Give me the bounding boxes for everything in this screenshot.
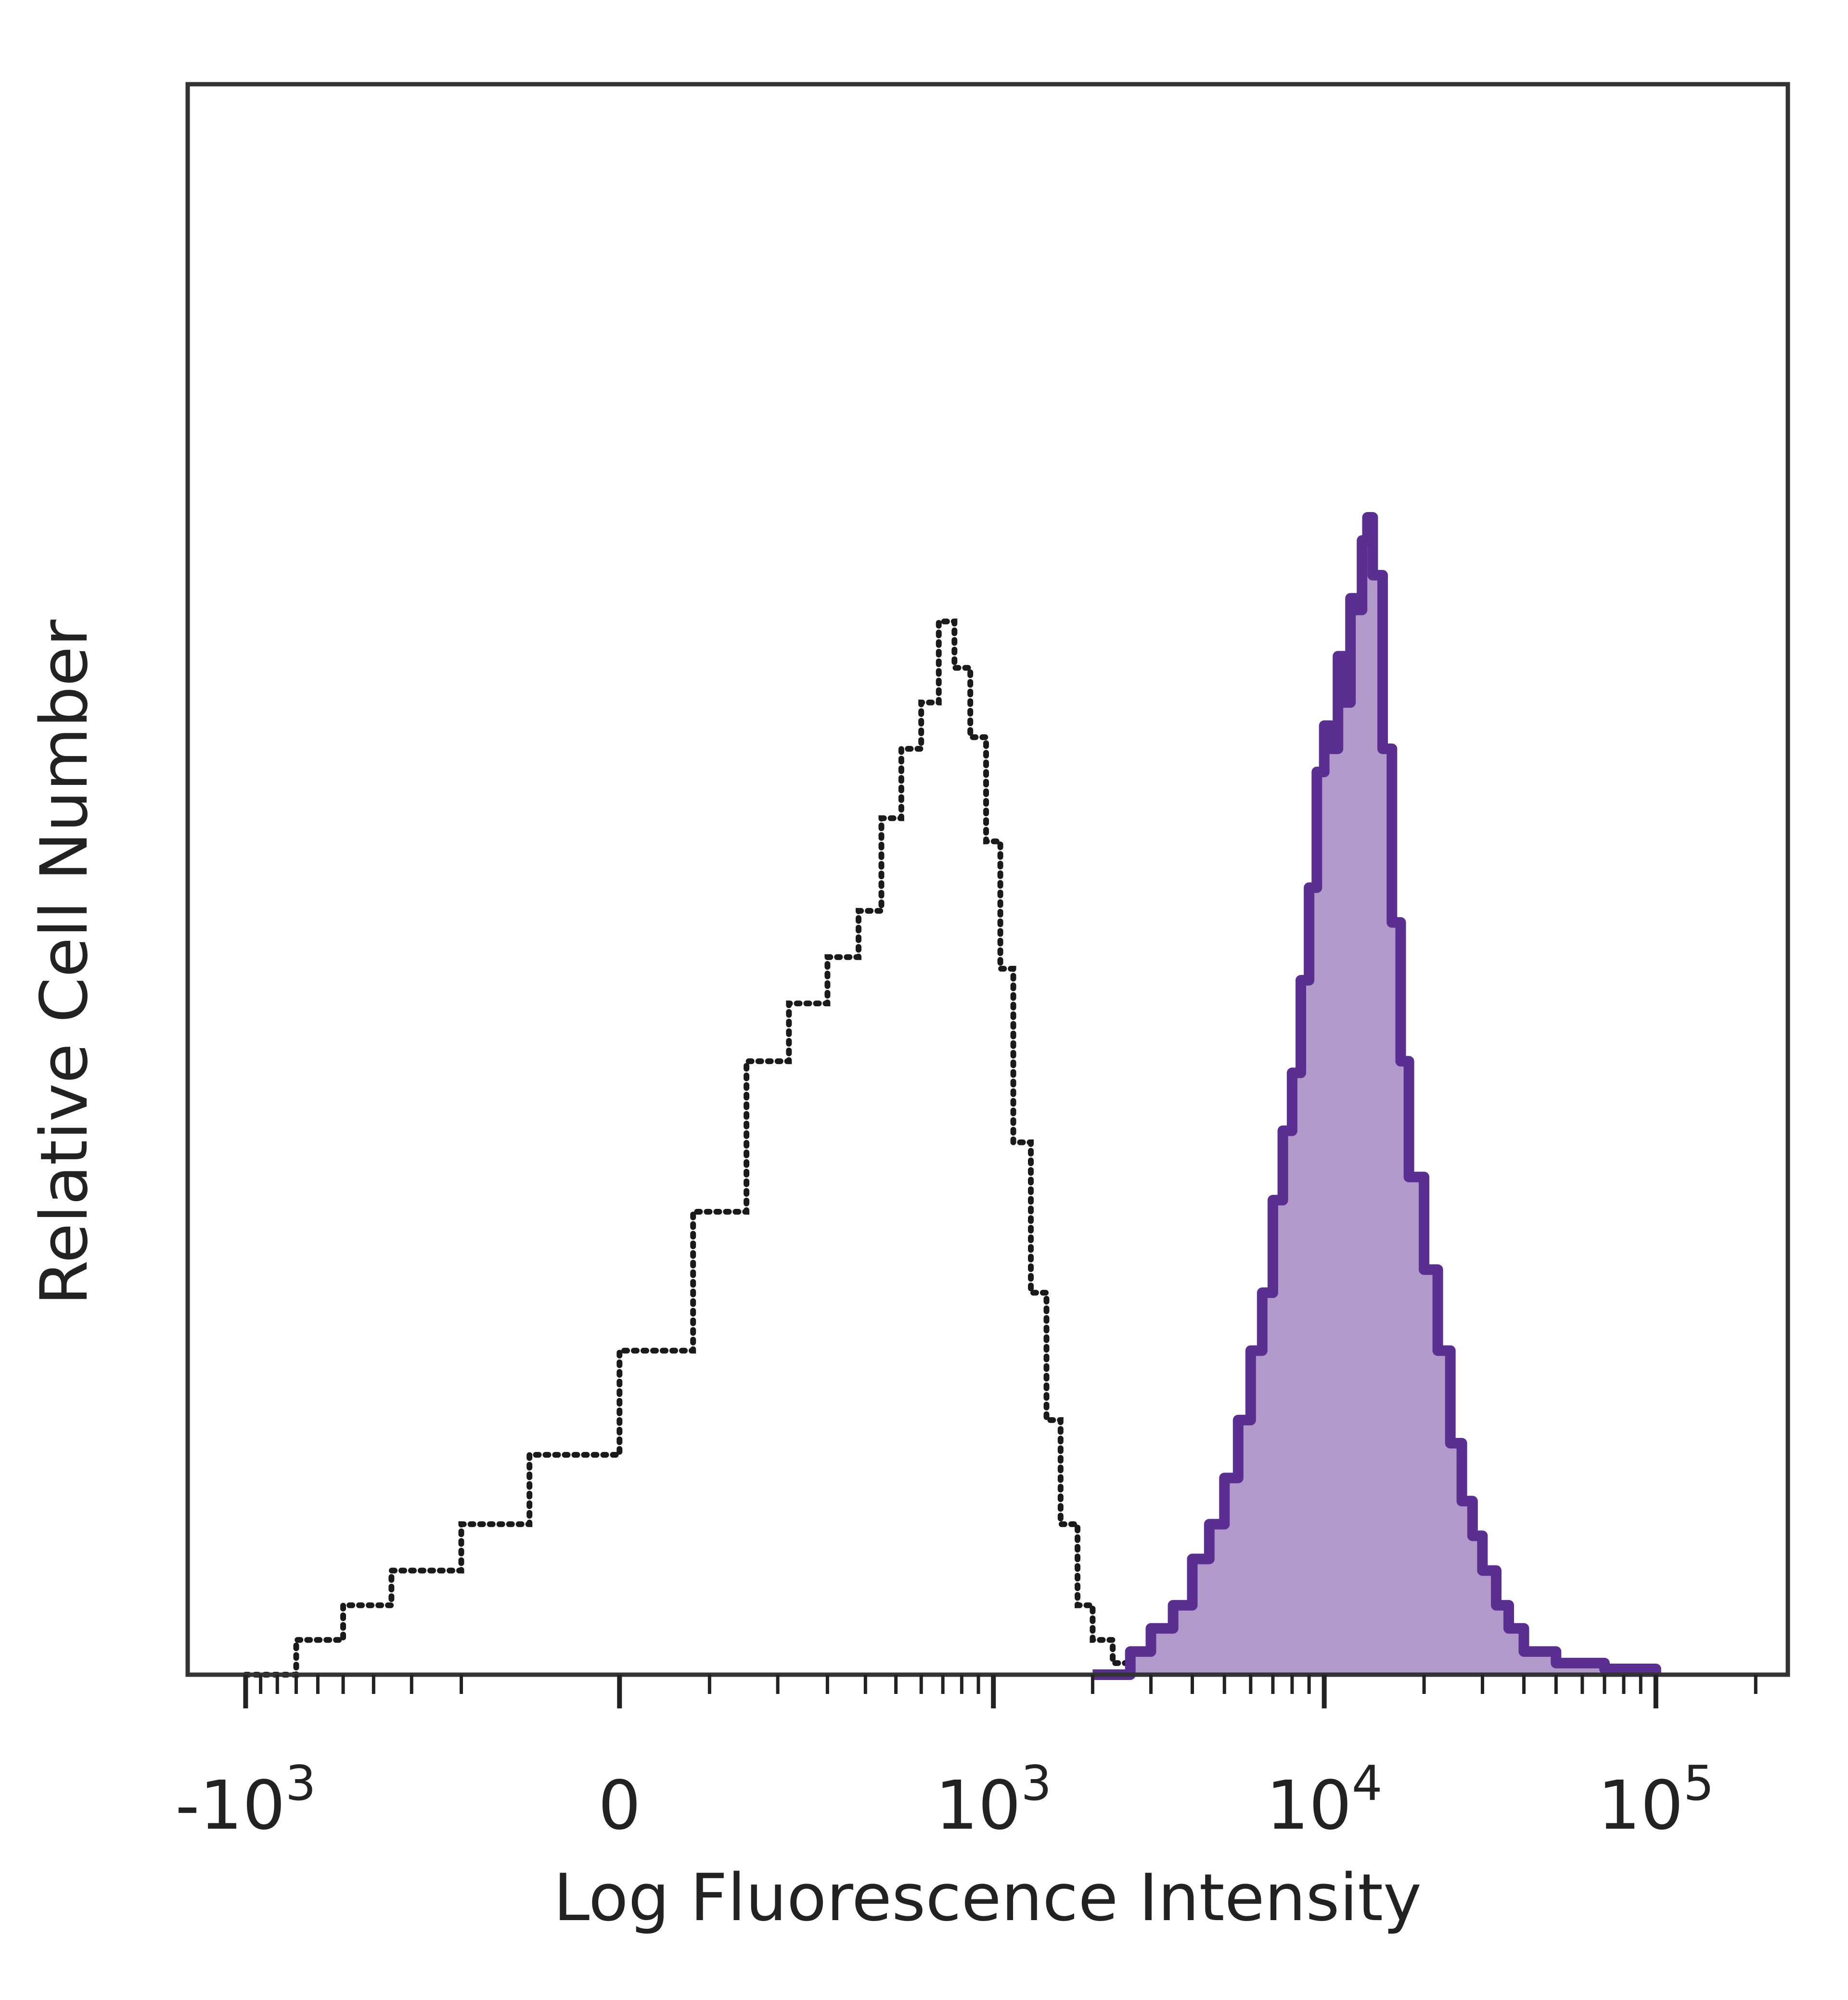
- x-tick-label-3: 104: [1266, 1755, 1383, 1845]
- x-tick-label-1: 0: [598, 1767, 641, 1845]
- series-1-outline: [1092, 512, 1661, 1680]
- series-1-fill: [1092, 517, 1656, 1675]
- series-layer: [243, 512, 1661, 1680]
- series-0-outline: [243, 618, 1133, 1678]
- x-axis-title: Log Fluorescence Intensity: [553, 1860, 1422, 1936]
- y-axis-title: Relative Cell Number: [26, 619, 102, 1305]
- x-tick-label-2: 103: [935, 1755, 1052, 1845]
- x-axis: -103 0 103 104 105: [175, 1672, 1788, 1845]
- plot-frame: [185, 82, 1790, 1677]
- x-tick-label-4: 105: [1598, 1755, 1714, 1845]
- x-tick-label-0: -103: [175, 1755, 316, 1845]
